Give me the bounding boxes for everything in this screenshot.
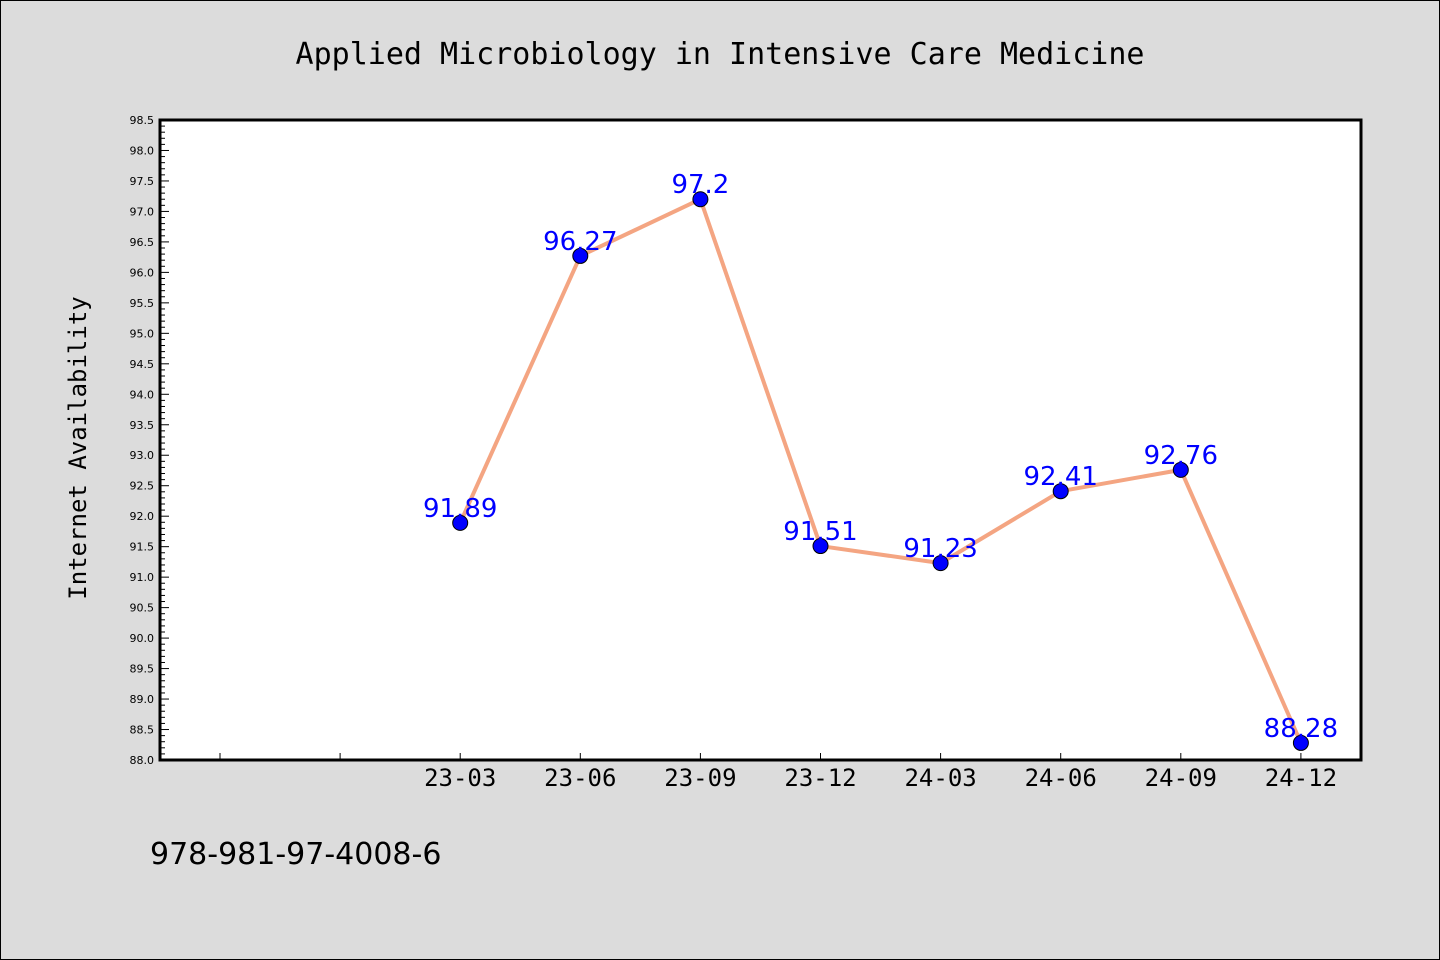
y-axis: 88.0 88.5 89.0 89.5 90.0 90.5 91.0 91.5 92.0 92.5… (130, 114, 169, 767)
plot-area (158, 118, 1363, 762)
x-tick-label: 23-09 (664, 764, 736, 792)
y-tick-label: 90.5 (130, 602, 155, 615)
y-tick-label: 98.5 (130, 114, 155, 127)
chart-title: Applied Microbiology in Intensive Care M… (296, 37, 1145, 72)
data-label: 91.89 (423, 494, 497, 524)
data-label: 92.76 (1144, 441, 1218, 471)
y-axis-label: Internet Availability (64, 296, 92, 599)
y-tick-label: 94.5 (130, 358, 155, 371)
series-group: 91.89 96.27 97.2 91.51 91.23 92.41 92.76 88.28 (423, 170, 1338, 751)
data-label: 97.2 (671, 170, 729, 200)
x-tick-label: 24-06 (1025, 764, 1097, 792)
data-label: 91.23 (903, 534, 977, 564)
data-point (452, 514, 469, 531)
y-tick-label: 98.0 (130, 144, 155, 157)
x-tick-label: 24-03 (904, 764, 976, 792)
y-tick-label: 90.0 (130, 632, 155, 645)
x-tick-label: 24-12 (1265, 764, 1337, 792)
y-tick-label: 88.5 (130, 724, 155, 737)
y-tick-label: 93.5 (130, 419, 155, 432)
y-tick-label: 91.0 (130, 571, 155, 584)
data-point (1172, 461, 1189, 478)
data-point (572, 247, 589, 264)
y-tick-label: 88.0 (130, 754, 155, 767)
x-tick-label: 23-03 (424, 764, 496, 792)
data-point (1052, 483, 1069, 500)
y-tick-label: 94.0 (130, 388, 155, 401)
x-tick-label: 23-06 (544, 764, 616, 792)
y-tick-label: 92.5 (130, 480, 155, 493)
y-tick-label: 91.5 (130, 541, 155, 554)
data-label: 92.41 (1023, 462, 1097, 492)
x-tick-label: 23-12 (784, 764, 856, 792)
x-axis: 23-03 23-06 23-09 23-12 24-03 24-06 24-09 24-12 (219, 753, 1337, 792)
y-tick-label: 96.5 (130, 236, 155, 249)
data-label: 88.28 (1264, 714, 1338, 744)
data-point (1292, 734, 1309, 751)
y-tick-label: 92.0 (130, 510, 155, 523)
data-point (692, 191, 709, 208)
y-tick-label: 89.0 (130, 693, 155, 706)
y-tick-label: 89.5 (130, 663, 155, 676)
data-label: 96.27 (543, 227, 617, 257)
y-tick-label: 96.0 (130, 266, 155, 279)
y-tick-label: 93.0 (130, 449, 155, 462)
data-point (932, 555, 949, 572)
data-point (812, 538, 829, 555)
isbn-label: 978-981-97-4008-6 (150, 837, 441, 872)
y-tick-label: 97.5 (130, 175, 155, 188)
series-line (458, 197, 1303, 744)
y-tick-label: 97.0 (130, 205, 155, 218)
data-label: 91.51 (783, 517, 857, 547)
x-tick-label: 24-09 (1145, 764, 1217, 792)
y-tick-label: 95.0 (130, 327, 155, 340)
y-tick-label: 95.5 (130, 297, 155, 310)
